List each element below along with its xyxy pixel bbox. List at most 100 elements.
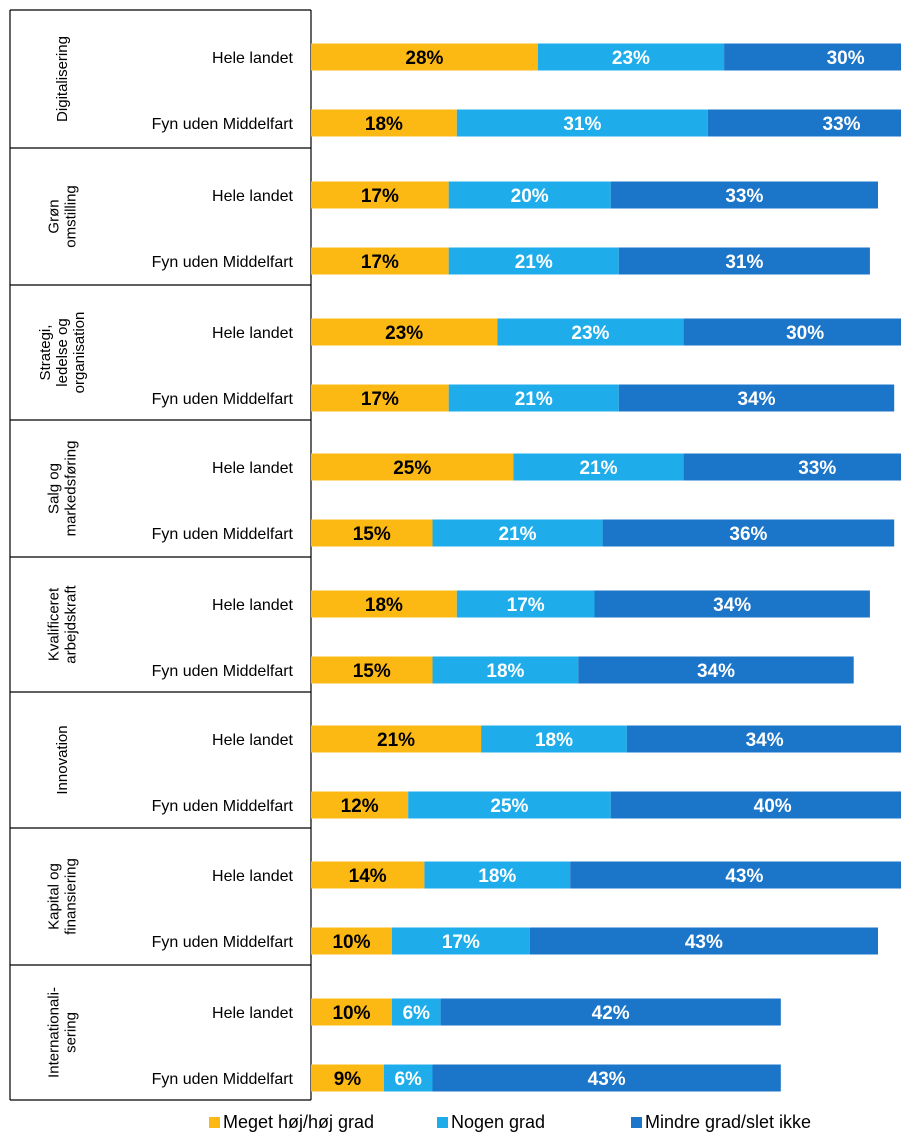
legend: Meget høj/høj grad Nogen grad Mindre grad/… xyxy=(209,1112,811,1132)
data-label: 31% xyxy=(725,252,763,273)
row-label: Fyn uden Middelfart xyxy=(152,798,294,815)
data-label: 10% xyxy=(332,932,370,953)
category-label-line: finansiering xyxy=(63,858,80,935)
row-label: Fyn uden Middelfart xyxy=(152,391,294,408)
category-label: Digitalisering xyxy=(54,36,71,122)
bar-segment xyxy=(610,791,901,819)
bar-segment xyxy=(311,181,449,209)
data-label: 28% xyxy=(405,48,443,69)
data-label: 17% xyxy=(507,595,545,616)
bar-segment xyxy=(448,384,619,412)
category-label-line: organisation xyxy=(71,312,88,394)
data-label: 10% xyxy=(332,1003,370,1024)
category-label-line: markedsføring xyxy=(63,441,80,537)
category-label-line: Kvalificeret xyxy=(46,587,63,661)
row-label: Hele landet xyxy=(212,188,294,205)
data-label: 17% xyxy=(361,252,399,273)
bar-segment xyxy=(311,590,457,618)
data-label: 30% xyxy=(827,48,865,69)
category-label-line: Kapital og xyxy=(46,863,63,930)
bar-segment xyxy=(311,453,514,481)
row-label: Fyn uden Middelfart xyxy=(152,254,294,271)
row-label: Fyn uden Middelfart xyxy=(152,1071,294,1088)
bar-segment xyxy=(311,791,409,819)
data-label: 21% xyxy=(377,730,415,751)
category-label-line: omstilling xyxy=(63,185,80,248)
bar-segment xyxy=(481,725,627,753)
data-label: 15% xyxy=(353,524,391,545)
category-labels: Digitalisering Grønomstilling Strategi,led… xyxy=(37,36,88,1078)
row-label: Hele landet xyxy=(212,460,294,477)
data-label: 23% xyxy=(612,48,650,69)
bar-segment xyxy=(724,43,901,71)
data-label: 33% xyxy=(823,114,861,135)
data-label: 25% xyxy=(490,796,528,817)
data-label: 25% xyxy=(393,458,431,479)
category-label-line: Innovation xyxy=(54,725,71,794)
row-label: Hele landet xyxy=(212,868,294,885)
category-label-line: ledelse og xyxy=(54,318,71,386)
data-label: 9% xyxy=(334,1069,362,1090)
data-label: 34% xyxy=(737,389,775,410)
data-label: 18% xyxy=(486,661,524,682)
bar-segment xyxy=(311,384,449,412)
bar-segment xyxy=(456,590,595,618)
category-label-line: sering xyxy=(63,1012,80,1053)
row-label: Fyn uden Middelfart xyxy=(152,934,294,951)
bar-segment xyxy=(594,590,870,618)
data-label: 18% xyxy=(365,114,403,135)
data-label: 30% xyxy=(786,323,824,344)
data-label: 15% xyxy=(353,661,391,682)
category-label-line: Grøn xyxy=(46,199,63,233)
data-label: 23% xyxy=(385,323,423,344)
bar-segment xyxy=(570,861,901,889)
bar-segment xyxy=(311,998,392,1026)
data-label: 20% xyxy=(511,186,549,207)
data-label: 17% xyxy=(442,932,480,953)
bar-segment xyxy=(424,861,571,889)
bar-segment xyxy=(618,384,895,412)
bar-segment xyxy=(683,453,901,481)
bar-segment xyxy=(392,998,441,1026)
bar-segment xyxy=(448,247,619,275)
legend-swatch xyxy=(631,1117,642,1128)
category-label: Kvalificeretarbejdskraft xyxy=(46,584,80,663)
row-label: Hele landet xyxy=(212,597,294,614)
data-label: 43% xyxy=(725,866,763,887)
bar-segment xyxy=(610,181,878,209)
bar-segment xyxy=(432,519,603,547)
row-label: Hele landet xyxy=(212,50,294,67)
bar-segment xyxy=(311,318,498,346)
bar-segment xyxy=(537,43,725,71)
bar-segment xyxy=(456,109,708,137)
row-label: Fyn uden Middelfart xyxy=(152,116,294,133)
legend-label: Meget høj/høj grad xyxy=(223,1112,374,1132)
bar-segment xyxy=(311,1064,384,1092)
bar-segment xyxy=(497,318,684,346)
category-label-line: Strategi, xyxy=(37,325,54,381)
bar-segment xyxy=(311,861,425,889)
bar-segment xyxy=(683,318,901,346)
category-label: Strategi,ledelse ogorganisation xyxy=(37,312,88,394)
legend-swatch xyxy=(437,1117,448,1128)
bar-segment xyxy=(529,927,878,955)
row-label: Hele landet xyxy=(212,732,294,749)
bar-segment xyxy=(448,181,611,209)
category-label-line: Internationali- xyxy=(46,987,63,1078)
data-label: 17% xyxy=(361,389,399,410)
category-label-line: Digitalisering xyxy=(54,36,71,122)
category-label: Innovation xyxy=(54,725,71,794)
data-label: 36% xyxy=(729,524,767,545)
legend-label: Nogen grad xyxy=(451,1112,545,1132)
row-label: Fyn uden Middelfart xyxy=(152,526,294,543)
data-label: 21% xyxy=(580,458,618,479)
data-label: 34% xyxy=(746,730,784,751)
bar-segment xyxy=(432,1064,781,1092)
data-label: 34% xyxy=(713,595,751,616)
bar-segment xyxy=(618,247,870,275)
data-label: 31% xyxy=(563,114,601,135)
data-label: 17% xyxy=(361,186,399,207)
data-label: 23% xyxy=(571,323,609,344)
row-label: Fyn uden Middelfart xyxy=(152,663,294,680)
